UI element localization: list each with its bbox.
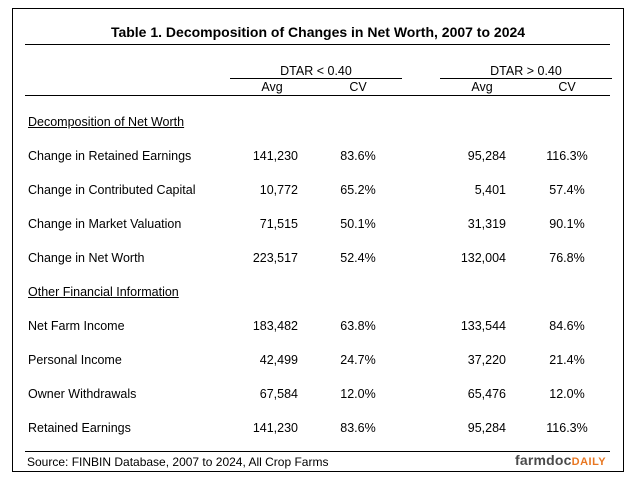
section-heading: Other Financial Information <box>28 285 179 299</box>
group-header-high: DTAR > 0.40 <box>490 64 562 78</box>
cell-avg-high: 65,476 <box>467 387 506 401</box>
footer-rule <box>25 451 610 452</box>
group-rule-low <box>230 78 402 79</box>
row-label: Net Farm Income <box>28 319 125 333</box>
cell-avg-high: 132,004 <box>460 251 506 265</box>
group-header-low: DTAR < 0.40 <box>280 64 352 78</box>
logo-text-farmdoc: farmdoc <box>515 452 572 468</box>
table-frame <box>12 8 624 472</box>
row-label: Change in Retained Earnings <box>28 149 192 163</box>
cell-avg-low: 67,584 <box>259 387 298 401</box>
cell-avg-low: 223,517 <box>252 251 298 265</box>
cell-avg-high: 31,319 <box>467 217 506 231</box>
cell-cv-high: 84.6% <box>549 319 585 333</box>
col-header-cv-low: CV <box>349 80 367 94</box>
cell-avg-high: 95,284 <box>467 149 506 163</box>
cell-avg-high: 5,401 <box>474 183 506 197</box>
cell-cv-low: 83.6% <box>340 421 376 435</box>
logo-text-daily: DAILY <box>571 456 607 468</box>
col-header-avg-low: Avg <box>261 80 283 94</box>
row-label: Change in Net Worth <box>28 251 145 265</box>
col-header-avg-high: Avg <box>471 80 493 94</box>
cell-cv-high: 76.8% <box>549 251 585 265</box>
cell-cv-low: 52.4% <box>340 251 376 265</box>
cell-avg-low: 42,499 <box>259 353 298 367</box>
cell-cv-low: 24.7% <box>340 353 376 367</box>
cell-avg-low: 10,772 <box>259 183 298 197</box>
row-label: Personal Income <box>28 353 122 367</box>
cell-avg-high: 37,220 <box>467 353 506 367</box>
cell-cv-low: 83.6% <box>340 149 376 163</box>
col-header-cv-high: CV <box>558 80 576 94</box>
table-title: Table 1. Decomposition of Changes in Net… <box>110 24 526 40</box>
cell-cv-high: 12.0% <box>549 387 585 401</box>
cell-avg-high: 95,284 <box>467 421 506 435</box>
cell-cv-high: 116.3% <box>546 149 588 163</box>
group-rule-high <box>440 78 612 79</box>
row-label: Change in Market Valuation <box>28 217 182 231</box>
cell-cv-high: 90.1% <box>549 217 585 231</box>
cell-cv-low: 63.8% <box>340 319 376 333</box>
row-label: Owner Withdrawals <box>28 387 137 401</box>
cell-cv-low: 50.1% <box>340 217 376 231</box>
farmdoc-daily-logo: farmdocDAILY <box>515 452 606 468</box>
title-rule <box>25 44 610 45</box>
cell-cv-low: 65.2% <box>340 183 376 197</box>
cell-avg-low: 141,230 <box>252 149 298 163</box>
cell-cv-high: 57.4% <box>549 183 585 197</box>
cell-cv-high: 116.3% <box>546 421 588 435</box>
source-note: Source: FINBIN Database, 2007 to 2024, A… <box>27 455 329 469</box>
cell-cv-high: 21.4% <box>549 353 585 367</box>
cell-avg-high: 133,544 <box>460 319 506 333</box>
row-label: Retained Earnings <box>28 421 131 435</box>
cell-avg-low: 183,482 <box>252 319 298 333</box>
cell-cv-low: 12.0% <box>340 387 376 401</box>
section-heading: Decomposition of Net Worth <box>28 115 185 129</box>
cell-avg-low: 141,230 <box>252 421 298 435</box>
row-label: Change in Contributed Capital <box>28 183 196 197</box>
cell-avg-low: 71,515 <box>259 217 298 231</box>
header-rule <box>25 95 610 96</box>
